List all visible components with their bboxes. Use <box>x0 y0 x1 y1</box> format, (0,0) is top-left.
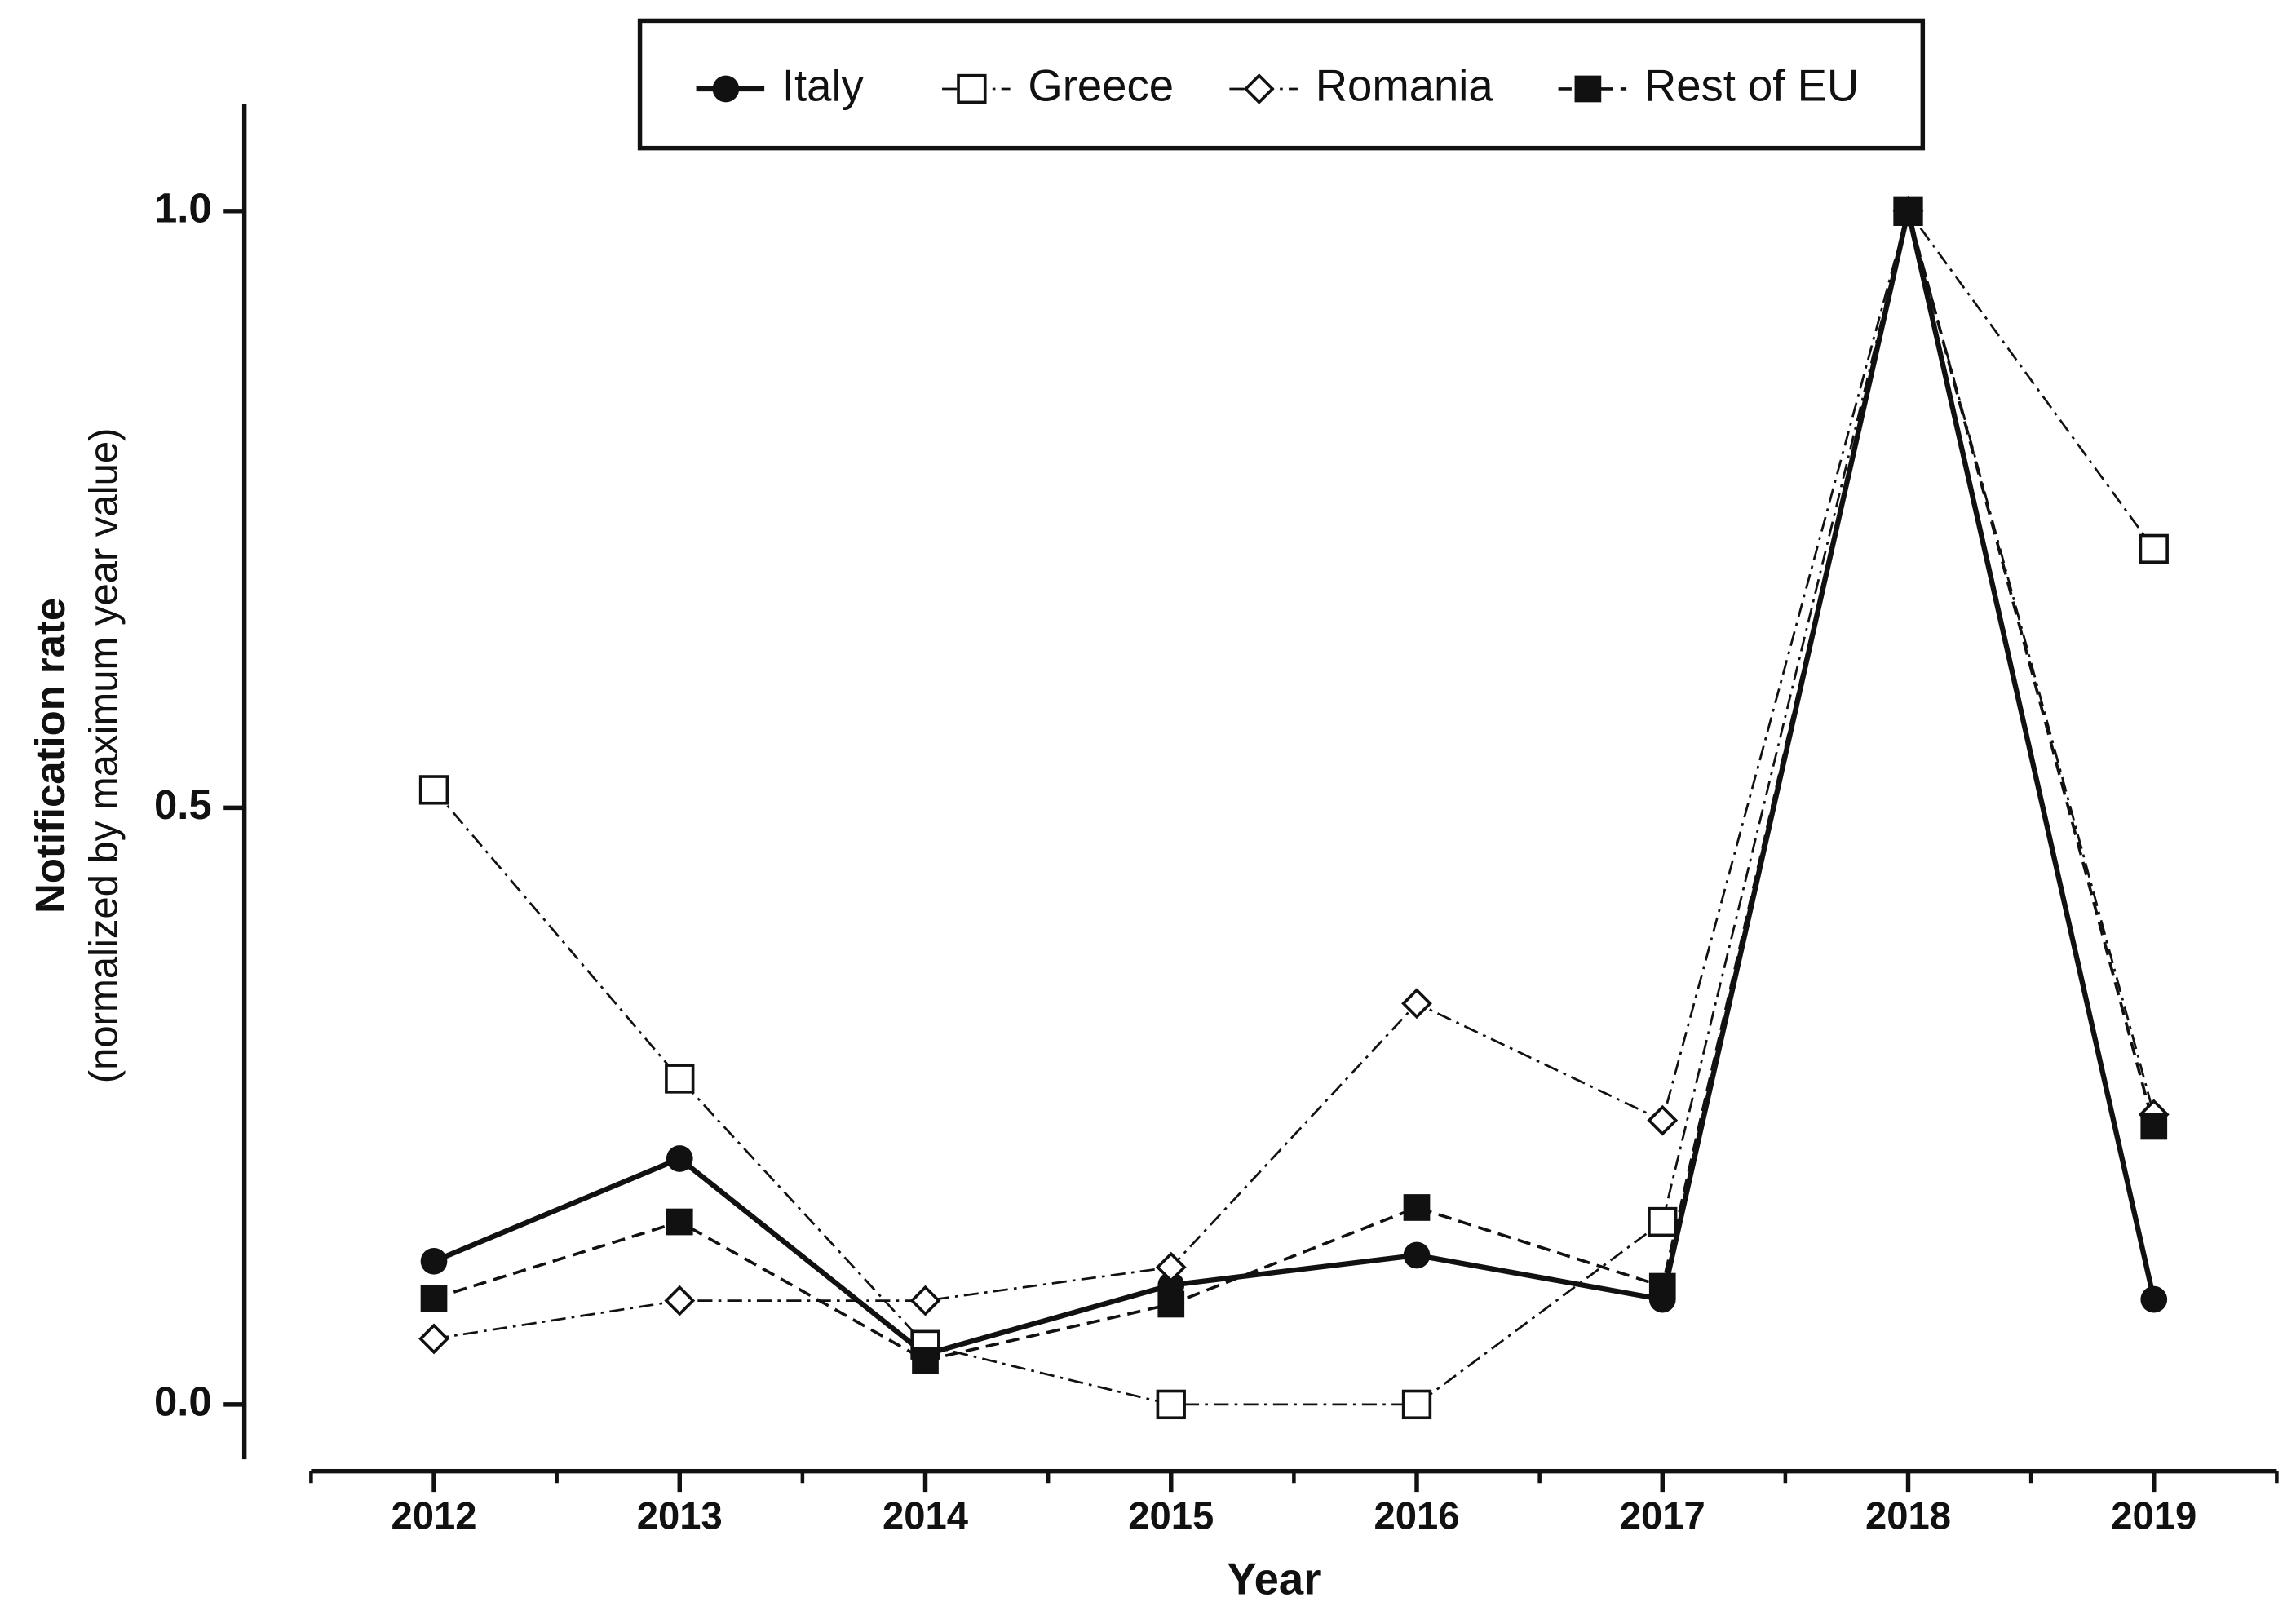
data-point <box>1401 988 1432 1020</box>
data-point <box>1648 1272 1676 1300</box>
series-line <box>433 206 2156 1340</box>
data-point <box>1895 197 1922 225</box>
data-point <box>418 1323 449 1355</box>
data-point <box>1156 1389 1186 1420</box>
data-point <box>418 775 449 805</box>
series-line <box>432 210 2157 1357</box>
legend-marker <box>1243 73 1275 104</box>
x-tick-label: 2019 <box>2111 1494 2196 1537</box>
data-point <box>666 1145 693 1172</box>
data-point <box>1403 1241 1431 1269</box>
x-tick-label: 2017 <box>1620 1494 1705 1537</box>
x-tick-label: 2014 <box>883 1494 968 1537</box>
data-point <box>2139 533 2169 564</box>
legend-label: Rest of EU <box>1644 60 1859 110</box>
data-point <box>664 1285 696 1316</box>
data-point <box>666 1208 693 1236</box>
data-point <box>665 1064 695 1094</box>
series-line <box>432 208 2155 1406</box>
y-tick-label: 1.0 <box>154 184 212 231</box>
data-point <box>1403 1194 1431 1221</box>
data-point <box>1647 1104 1679 1136</box>
data-point <box>420 1285 448 1312</box>
data-point <box>1157 1290 1185 1318</box>
data-point <box>909 1285 941 1316</box>
x-tick-label: 2013 <box>637 1494 723 1537</box>
data-point <box>2140 1113 2168 1140</box>
y-axis-title: Notification rate <box>27 598 73 914</box>
data-point <box>2140 1285 2168 1313</box>
data-point <box>420 1247 448 1275</box>
data-point <box>912 1347 939 1374</box>
legend-label: Italy <box>782 60 865 110</box>
y-axis-subtitle: (normalized by maximum year value) <box>82 428 126 1084</box>
y-tick-label: 0.0 <box>154 1378 212 1424</box>
legend-label: Greece <box>1028 60 1174 110</box>
legend-marker <box>957 73 987 104</box>
data-point <box>1155 1251 1187 1283</box>
x-tick-label: 2016 <box>1374 1494 1459 1537</box>
data-point <box>1401 1389 1432 1420</box>
x-tick-label: 2015 <box>1128 1494 1214 1537</box>
legend-marker <box>1574 75 1602 103</box>
x-axis-title: Year <box>1227 1554 1321 1604</box>
data-point <box>1648 1206 1678 1237</box>
legend-box <box>637 18 1926 151</box>
x-tick-label: 2018 <box>1865 1494 1951 1537</box>
series-line <box>433 210 2156 1362</box>
legend-marker <box>712 75 740 103</box>
y-tick-label: 0.5 <box>154 781 212 828</box>
legend-label: Romania <box>1316 60 1494 110</box>
x-tick-label: 2012 <box>391 1494 476 1537</box>
